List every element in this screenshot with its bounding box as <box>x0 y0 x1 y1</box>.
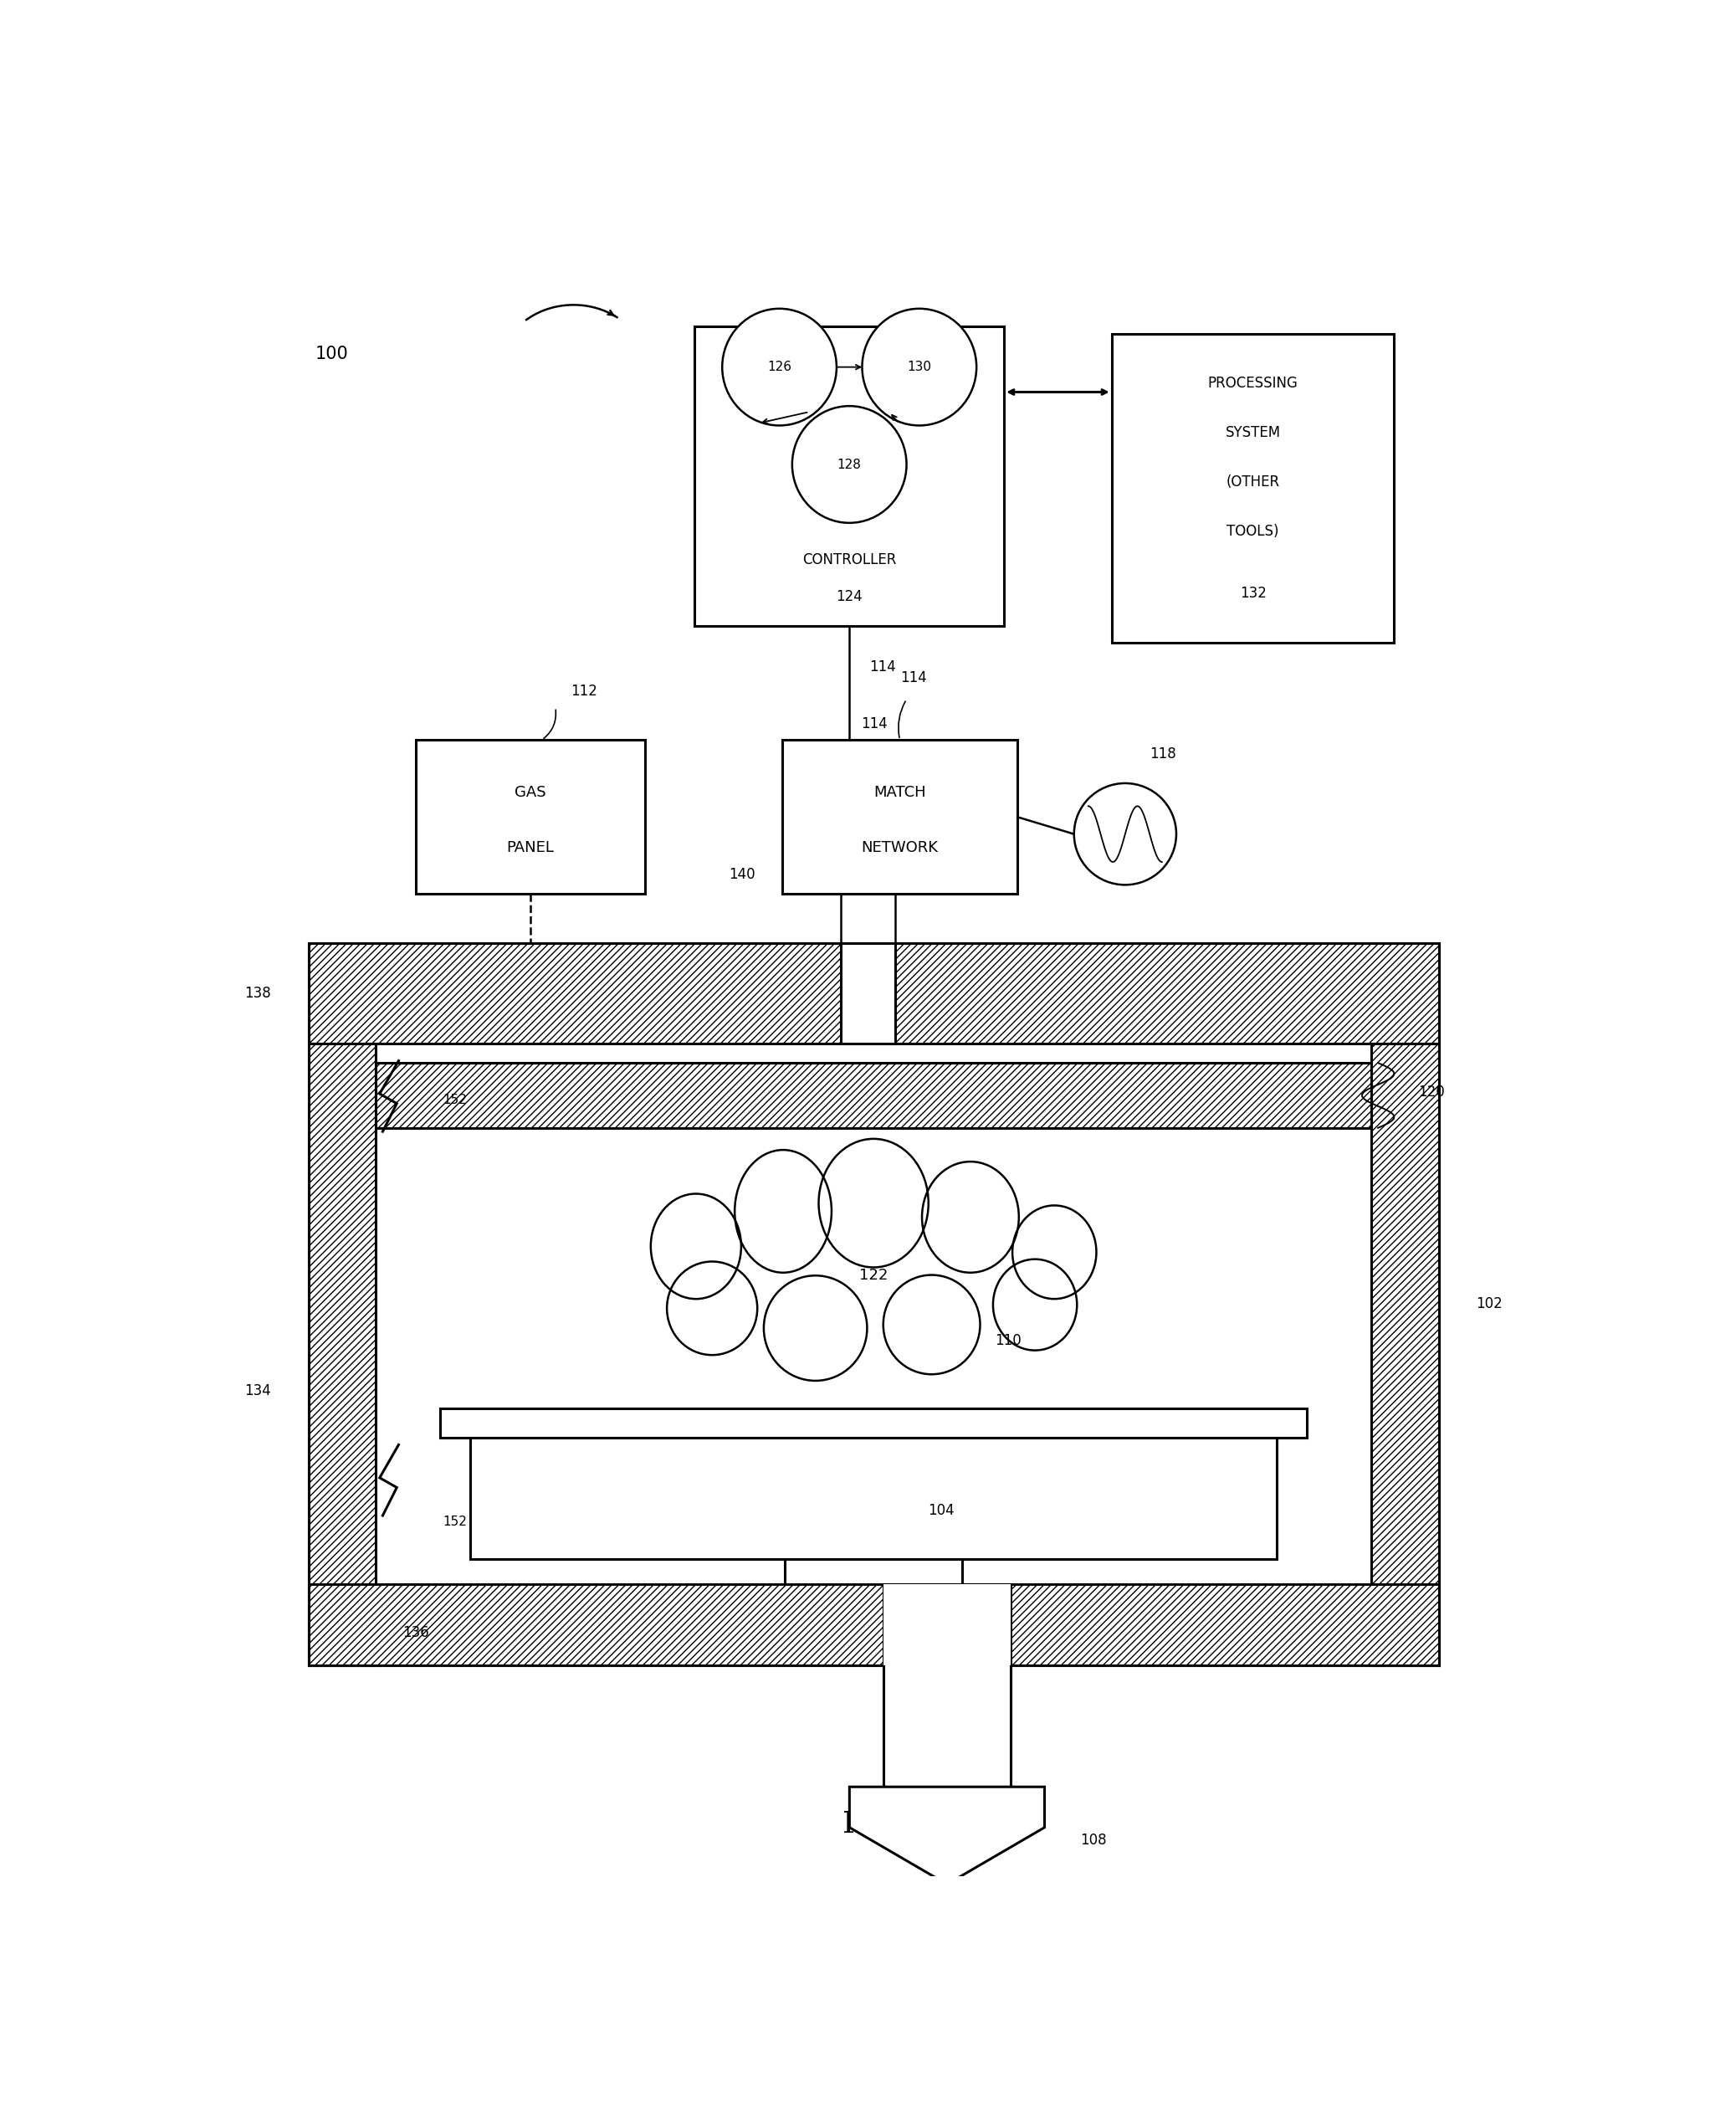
Bar <box>840 942 894 1043</box>
Text: TOOLS): TOOLS) <box>1227 525 1279 540</box>
Text: 114: 114 <box>861 717 887 731</box>
Ellipse shape <box>764 1275 866 1381</box>
Text: 114: 114 <box>870 660 896 675</box>
Text: PANEL: PANEL <box>507 841 554 856</box>
Bar <box>417 740 644 894</box>
Bar <box>884 1583 1010 1665</box>
Bar <box>470 1438 1276 1560</box>
Bar <box>375 1043 1371 1583</box>
Text: 118: 118 <box>1149 746 1175 761</box>
Text: 152: 152 <box>443 1094 467 1107</box>
Text: 126: 126 <box>767 360 792 373</box>
Text: 134: 134 <box>245 1383 271 1398</box>
Bar <box>694 327 1003 626</box>
Ellipse shape <box>993 1258 1076 1351</box>
Text: FIG. 1: FIG. 1 <box>842 1811 937 1838</box>
Text: 136: 136 <box>403 1625 429 1640</box>
Bar <box>785 1560 962 1583</box>
Bar <box>441 1408 1307 1438</box>
Text: 108: 108 <box>1080 1832 1106 1849</box>
Ellipse shape <box>667 1261 757 1355</box>
Text: 138: 138 <box>245 987 271 1001</box>
Ellipse shape <box>722 308 837 426</box>
Ellipse shape <box>884 1275 981 1374</box>
Bar <box>1111 335 1394 643</box>
Text: 112: 112 <box>571 683 597 698</box>
Text: 110: 110 <box>995 1332 1021 1347</box>
Ellipse shape <box>734 1151 832 1273</box>
Bar <box>1371 1043 1439 1665</box>
Text: 140: 140 <box>729 866 755 881</box>
Text: 122: 122 <box>859 1269 887 1284</box>
Bar <box>375 1062 1371 1128</box>
Text: 114: 114 <box>899 670 927 685</box>
Bar <box>884 1583 1010 1788</box>
Text: PROCESSING: PROCESSING <box>1208 375 1299 390</box>
Text: 104: 104 <box>927 1503 955 1518</box>
Text: 120: 120 <box>1418 1086 1444 1100</box>
Bar <box>781 740 1017 894</box>
Ellipse shape <box>792 407 906 523</box>
Text: SYSTEM: SYSTEM <box>1226 426 1281 441</box>
Bar <box>309 942 1439 1043</box>
Text: 124: 124 <box>837 588 863 603</box>
Text: 130: 130 <box>908 360 932 373</box>
Text: 128: 128 <box>837 457 861 470</box>
Text: GAS: GAS <box>516 784 547 799</box>
Ellipse shape <box>863 308 976 426</box>
Ellipse shape <box>819 1138 929 1267</box>
Ellipse shape <box>651 1193 741 1299</box>
Bar <box>309 1043 375 1665</box>
Text: 100: 100 <box>314 346 347 363</box>
Text: CONTROLLER: CONTROLLER <box>802 552 896 567</box>
Bar <box>309 942 1439 1665</box>
Text: 152: 152 <box>443 1516 467 1528</box>
Text: (OTHER: (OTHER <box>1226 474 1279 489</box>
Ellipse shape <box>922 1162 1019 1273</box>
Text: MATCH: MATCH <box>873 784 925 799</box>
Text: 102: 102 <box>1476 1296 1503 1311</box>
FancyArrow shape <box>849 1788 1045 1885</box>
Text: 132: 132 <box>1240 586 1266 601</box>
Text: NETWORK: NETWORK <box>861 841 937 856</box>
Ellipse shape <box>1012 1206 1097 1299</box>
Circle shape <box>1075 784 1177 885</box>
Bar <box>309 1583 1439 1665</box>
